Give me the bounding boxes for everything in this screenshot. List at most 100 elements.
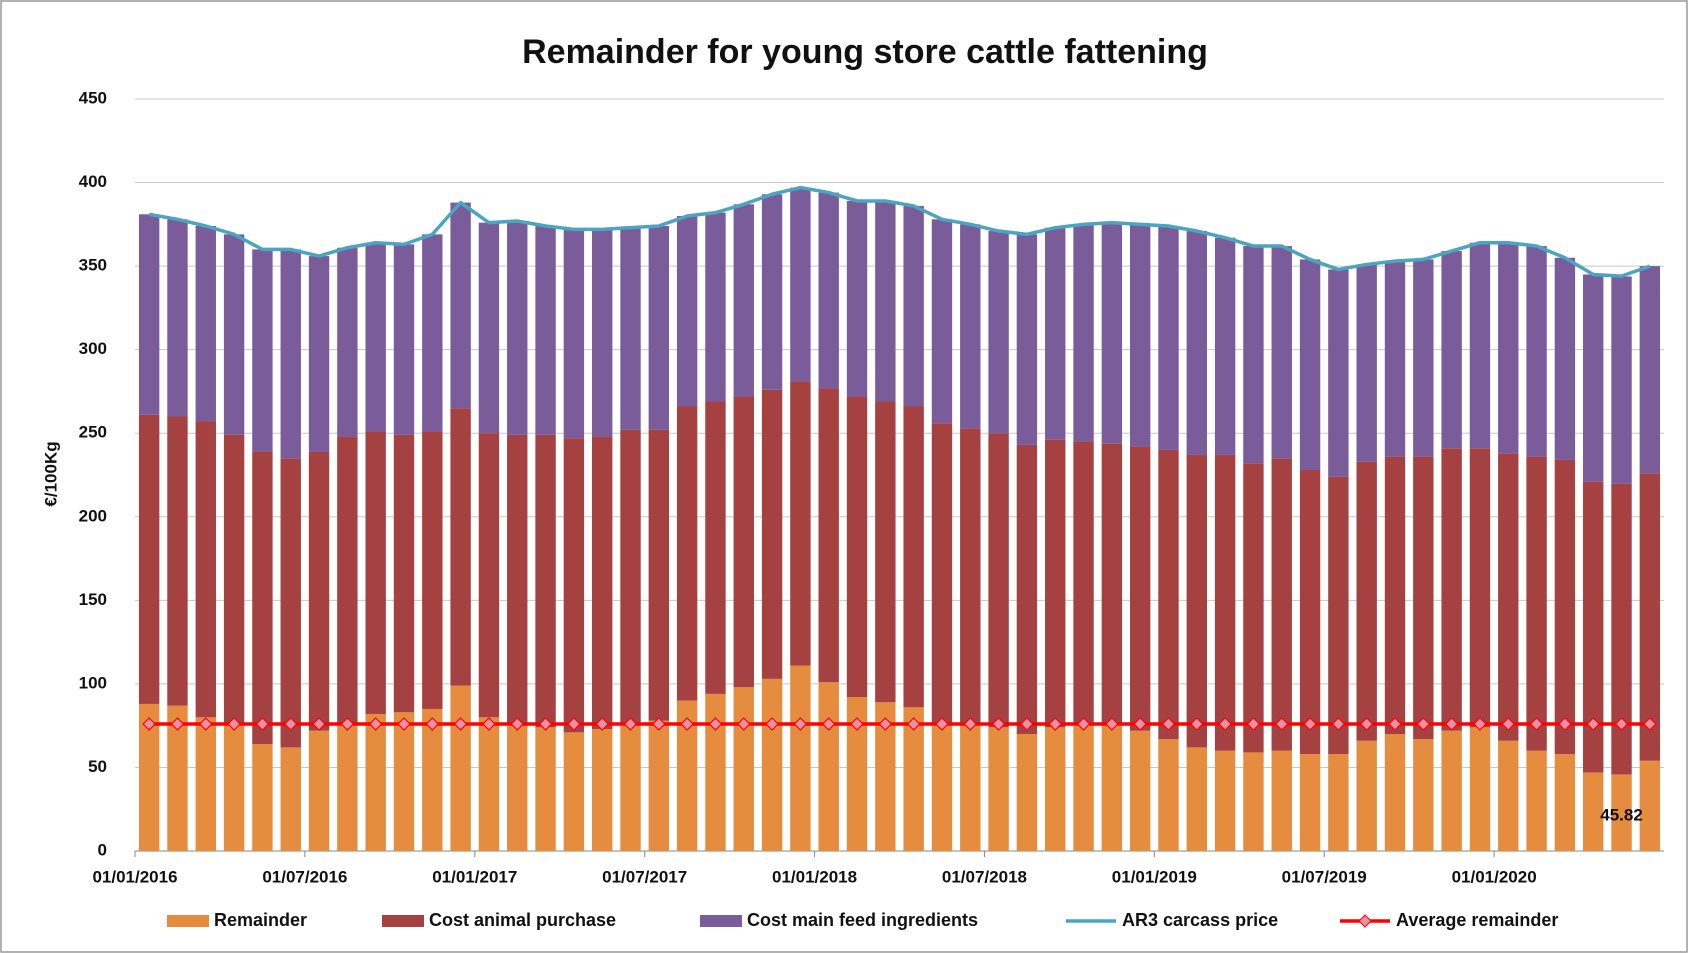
legend-label: Remainder xyxy=(214,910,307,930)
bar-segment xyxy=(648,429,670,721)
bar-segment xyxy=(1101,725,1123,851)
bar-segment xyxy=(1243,246,1264,464)
bar-segment xyxy=(507,434,528,724)
line-marker xyxy=(567,717,581,731)
line-marker xyxy=(1529,717,1544,731)
line-marker xyxy=(1331,717,1346,731)
bar-segment xyxy=(620,227,641,430)
bar-segment xyxy=(535,226,556,435)
bar-segment xyxy=(1441,730,1462,851)
bar-segment xyxy=(592,436,613,730)
line-marker xyxy=(425,717,440,731)
bar-segment xyxy=(1611,483,1632,775)
bar-segment xyxy=(167,416,188,706)
bar-segment xyxy=(252,249,273,452)
bar-segment xyxy=(1158,739,1179,851)
bar-segment xyxy=(931,423,953,724)
bar-segment xyxy=(790,665,811,851)
line-marker xyxy=(850,717,864,731)
line-marker xyxy=(1105,717,1119,731)
bar-segment xyxy=(138,214,160,415)
x-tick-label: 01/07/2019 xyxy=(1282,867,1367,886)
bar-segment xyxy=(450,408,471,686)
line-marker xyxy=(227,717,241,731)
bar-segment xyxy=(563,732,585,851)
line-marker xyxy=(1444,717,1459,731)
bar-segment xyxy=(507,723,528,851)
bar-segment xyxy=(535,434,556,728)
bar-segment xyxy=(167,219,188,417)
bar-segment xyxy=(648,226,670,430)
x-tick-label: 01/01/2016 xyxy=(92,867,177,886)
bar-segment xyxy=(988,433,1009,728)
chart-title: Remainder for young store cattle fatteni… xyxy=(522,33,1208,71)
bar-segment xyxy=(1498,740,1519,851)
y-axis-label: €/100Kg xyxy=(41,441,60,506)
y-tick-label: 150 xyxy=(79,590,107,609)
legend-label: Average remainder xyxy=(1396,910,1558,930)
bar-segment xyxy=(1384,734,1406,851)
bar-segment xyxy=(1186,747,1207,851)
y-tick-label: 200 xyxy=(79,506,107,525)
bar-segment xyxy=(450,685,471,851)
bar-segment xyxy=(365,431,386,714)
bar-segment xyxy=(1441,251,1462,449)
bar-segment xyxy=(1129,224,1151,447)
line-marker xyxy=(1246,717,1261,731)
bar-segment xyxy=(1045,439,1066,728)
bar-segment xyxy=(1356,740,1377,851)
line-marker xyxy=(368,717,383,731)
bar-segment xyxy=(138,703,160,851)
line-series xyxy=(148,185,1651,278)
bar-segment xyxy=(1639,473,1661,761)
bar-segment xyxy=(507,220,528,435)
line-marker xyxy=(255,717,270,731)
bar-segment xyxy=(337,247,358,437)
line-marker xyxy=(1614,717,1629,731)
bar-segment xyxy=(223,725,245,851)
line-marker xyxy=(906,717,921,731)
bar-segment xyxy=(846,697,868,851)
bar-segment xyxy=(1498,242,1519,454)
bar-segment xyxy=(1016,234,1038,445)
bar-segment xyxy=(1101,222,1123,444)
x-tick-label: 01/01/2017 xyxy=(432,867,517,886)
bar-segment xyxy=(875,401,896,703)
bar-segment xyxy=(478,433,500,718)
bar-segment xyxy=(1639,760,1661,851)
line-marker xyxy=(538,717,553,731)
bar-segment xyxy=(1101,443,1123,726)
bar-segment xyxy=(1271,750,1292,851)
line-marker xyxy=(510,717,525,731)
bar-segment xyxy=(478,222,500,434)
y-tick-label: 450 xyxy=(79,88,107,107)
line-marker xyxy=(623,717,638,731)
x-tick-label: 01/01/2019 xyxy=(1112,867,1197,886)
bar-segment xyxy=(1158,226,1179,450)
line-marker xyxy=(1076,717,1091,731)
bar-segment xyxy=(988,231,1009,434)
line-marker xyxy=(1558,717,1572,731)
line-marker xyxy=(453,717,468,731)
bar-segment xyxy=(1299,469,1321,755)
bar-segment xyxy=(931,219,953,424)
bar-segment xyxy=(676,700,698,851)
bar-segment xyxy=(1526,246,1547,457)
bar-segment xyxy=(733,396,754,688)
bar-segment xyxy=(761,194,783,390)
legend-label: AR3 carcass price xyxy=(1122,910,1278,930)
bar-segment xyxy=(1611,774,1632,851)
line-marker xyxy=(1218,717,1232,731)
bar-segment xyxy=(223,234,245,435)
bar-segment xyxy=(875,200,896,402)
y-tick-label: 50 xyxy=(88,757,107,776)
y-tick-label: 350 xyxy=(79,256,107,275)
bar-segment xyxy=(1243,463,1264,753)
x-tick-label: 01/07/2017 xyxy=(602,867,687,886)
line-marker xyxy=(312,717,326,731)
legend-swatch xyxy=(167,915,209,927)
bar-segment xyxy=(988,727,1009,851)
bar-segment xyxy=(365,242,386,432)
bar-segment xyxy=(393,244,415,435)
